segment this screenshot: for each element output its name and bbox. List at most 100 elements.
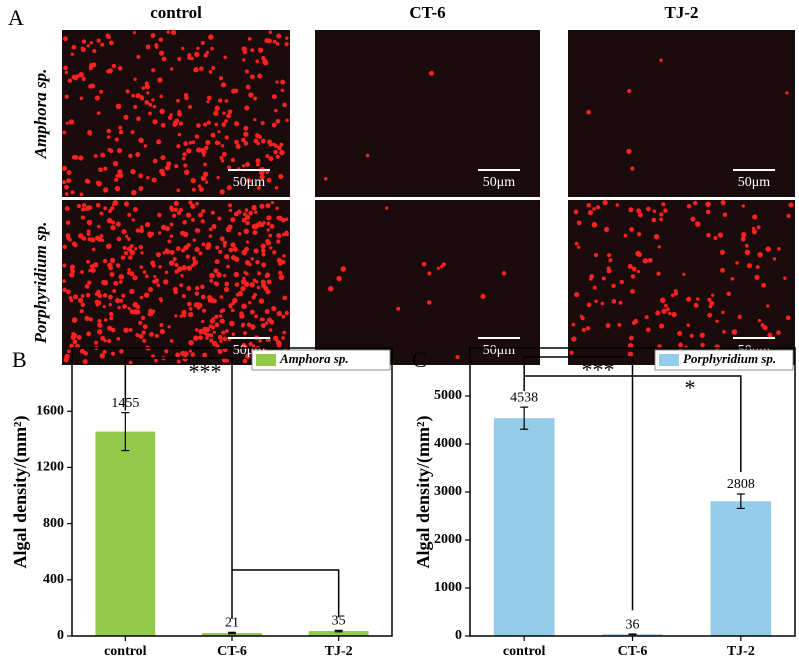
cell-dot xyxy=(140,251,144,255)
cell-dot xyxy=(735,261,739,265)
cell-dot xyxy=(198,328,204,335)
cell-dot xyxy=(661,202,666,207)
cell-dot xyxy=(269,223,275,229)
cell-dot xyxy=(245,162,251,168)
cell-dot xyxy=(127,212,132,217)
cell-dot xyxy=(265,203,271,209)
cell-dot xyxy=(340,266,347,272)
cell-dot xyxy=(188,200,193,205)
cell-dot xyxy=(441,262,446,267)
cell-dot xyxy=(278,270,283,276)
cell-dot xyxy=(663,208,668,213)
cell-dot xyxy=(86,331,92,337)
cell-dot xyxy=(569,350,574,355)
cell-dot xyxy=(637,212,643,218)
cell-dot xyxy=(201,319,205,324)
cell-dot xyxy=(252,96,258,101)
cell-dot xyxy=(737,314,742,319)
cell-dot xyxy=(133,309,139,315)
cell-dot xyxy=(705,201,711,207)
cell-dot xyxy=(396,306,401,311)
cell-dot xyxy=(581,327,586,333)
cell-dot xyxy=(70,190,75,195)
cell-dot xyxy=(102,304,106,309)
cell-dot xyxy=(99,89,104,94)
cell-dot xyxy=(717,232,724,238)
cell-dot xyxy=(89,264,95,269)
cell-dot xyxy=(284,310,289,316)
cell-dot xyxy=(96,300,102,306)
cell-dot xyxy=(123,327,129,333)
cell-dot xyxy=(627,351,634,358)
cell-dot xyxy=(202,171,209,177)
cell-dot xyxy=(666,307,670,312)
cell-dot xyxy=(216,272,222,278)
cell-dot xyxy=(243,270,247,275)
cell-dot xyxy=(164,225,171,232)
cell-dot xyxy=(90,267,96,273)
cell-dot xyxy=(118,129,124,135)
cell-dot xyxy=(187,55,192,60)
cell-dot xyxy=(123,114,129,120)
cell-dot xyxy=(174,118,180,123)
cell-dot xyxy=(237,232,242,236)
cell-dot xyxy=(269,246,273,250)
cell-dot xyxy=(205,180,209,184)
cell-dot xyxy=(265,289,271,295)
cell-dot xyxy=(108,311,114,317)
cell-dot xyxy=(222,240,228,246)
cell-dot xyxy=(223,286,230,292)
cell-dot xyxy=(135,304,141,310)
cell-dot xyxy=(421,261,427,267)
cell-dot xyxy=(279,142,284,147)
cell-dot xyxy=(153,274,157,279)
cell-dot xyxy=(243,141,249,146)
cell-dot xyxy=(630,288,635,294)
cell-dot xyxy=(761,282,767,288)
cell-dot xyxy=(186,148,192,154)
cell-dot xyxy=(214,122,219,127)
cell-dot xyxy=(221,151,227,157)
value-label: 21 xyxy=(225,616,239,631)
cell-dot xyxy=(757,318,762,323)
cell-dot xyxy=(232,297,238,304)
cell-dot xyxy=(268,30,273,34)
cell-dot xyxy=(280,79,286,85)
cell-dot xyxy=(106,135,111,139)
cell-dot xyxy=(658,323,665,329)
cell-dot xyxy=(206,100,210,104)
cell-dot xyxy=(280,88,285,93)
cell-dot xyxy=(757,252,763,258)
cell-dot xyxy=(242,358,248,364)
cell-dot xyxy=(250,48,255,53)
cell-dot xyxy=(255,222,261,228)
cell-dot xyxy=(111,202,116,207)
cell-dot xyxy=(705,209,711,215)
cell-dot xyxy=(83,351,89,356)
cell-dot xyxy=(125,234,129,238)
cell-dot xyxy=(174,314,178,318)
cell-dot xyxy=(180,350,186,357)
cell-dot xyxy=(66,178,72,184)
cell-dot xyxy=(260,222,265,228)
cell-dot xyxy=(690,216,696,222)
cell-dot xyxy=(281,336,285,340)
cell-dot xyxy=(182,356,188,362)
cell-dot xyxy=(97,329,103,335)
cell-dot xyxy=(626,148,632,155)
cell-dot xyxy=(138,137,144,144)
cell-dot xyxy=(176,210,182,216)
cell-dot xyxy=(224,119,228,123)
cell-dot xyxy=(65,233,71,238)
cell-dot xyxy=(248,341,253,347)
cell-dot xyxy=(259,203,265,209)
value-label: 2808 xyxy=(727,477,755,492)
cell-dot xyxy=(722,212,728,217)
cell-dot xyxy=(241,303,247,309)
cell-dot xyxy=(678,342,683,348)
cell-dot xyxy=(181,265,187,271)
cell-dot xyxy=(195,147,202,153)
cell-dot xyxy=(177,109,182,115)
cell-dot xyxy=(76,335,82,340)
cell-dot xyxy=(108,294,113,300)
